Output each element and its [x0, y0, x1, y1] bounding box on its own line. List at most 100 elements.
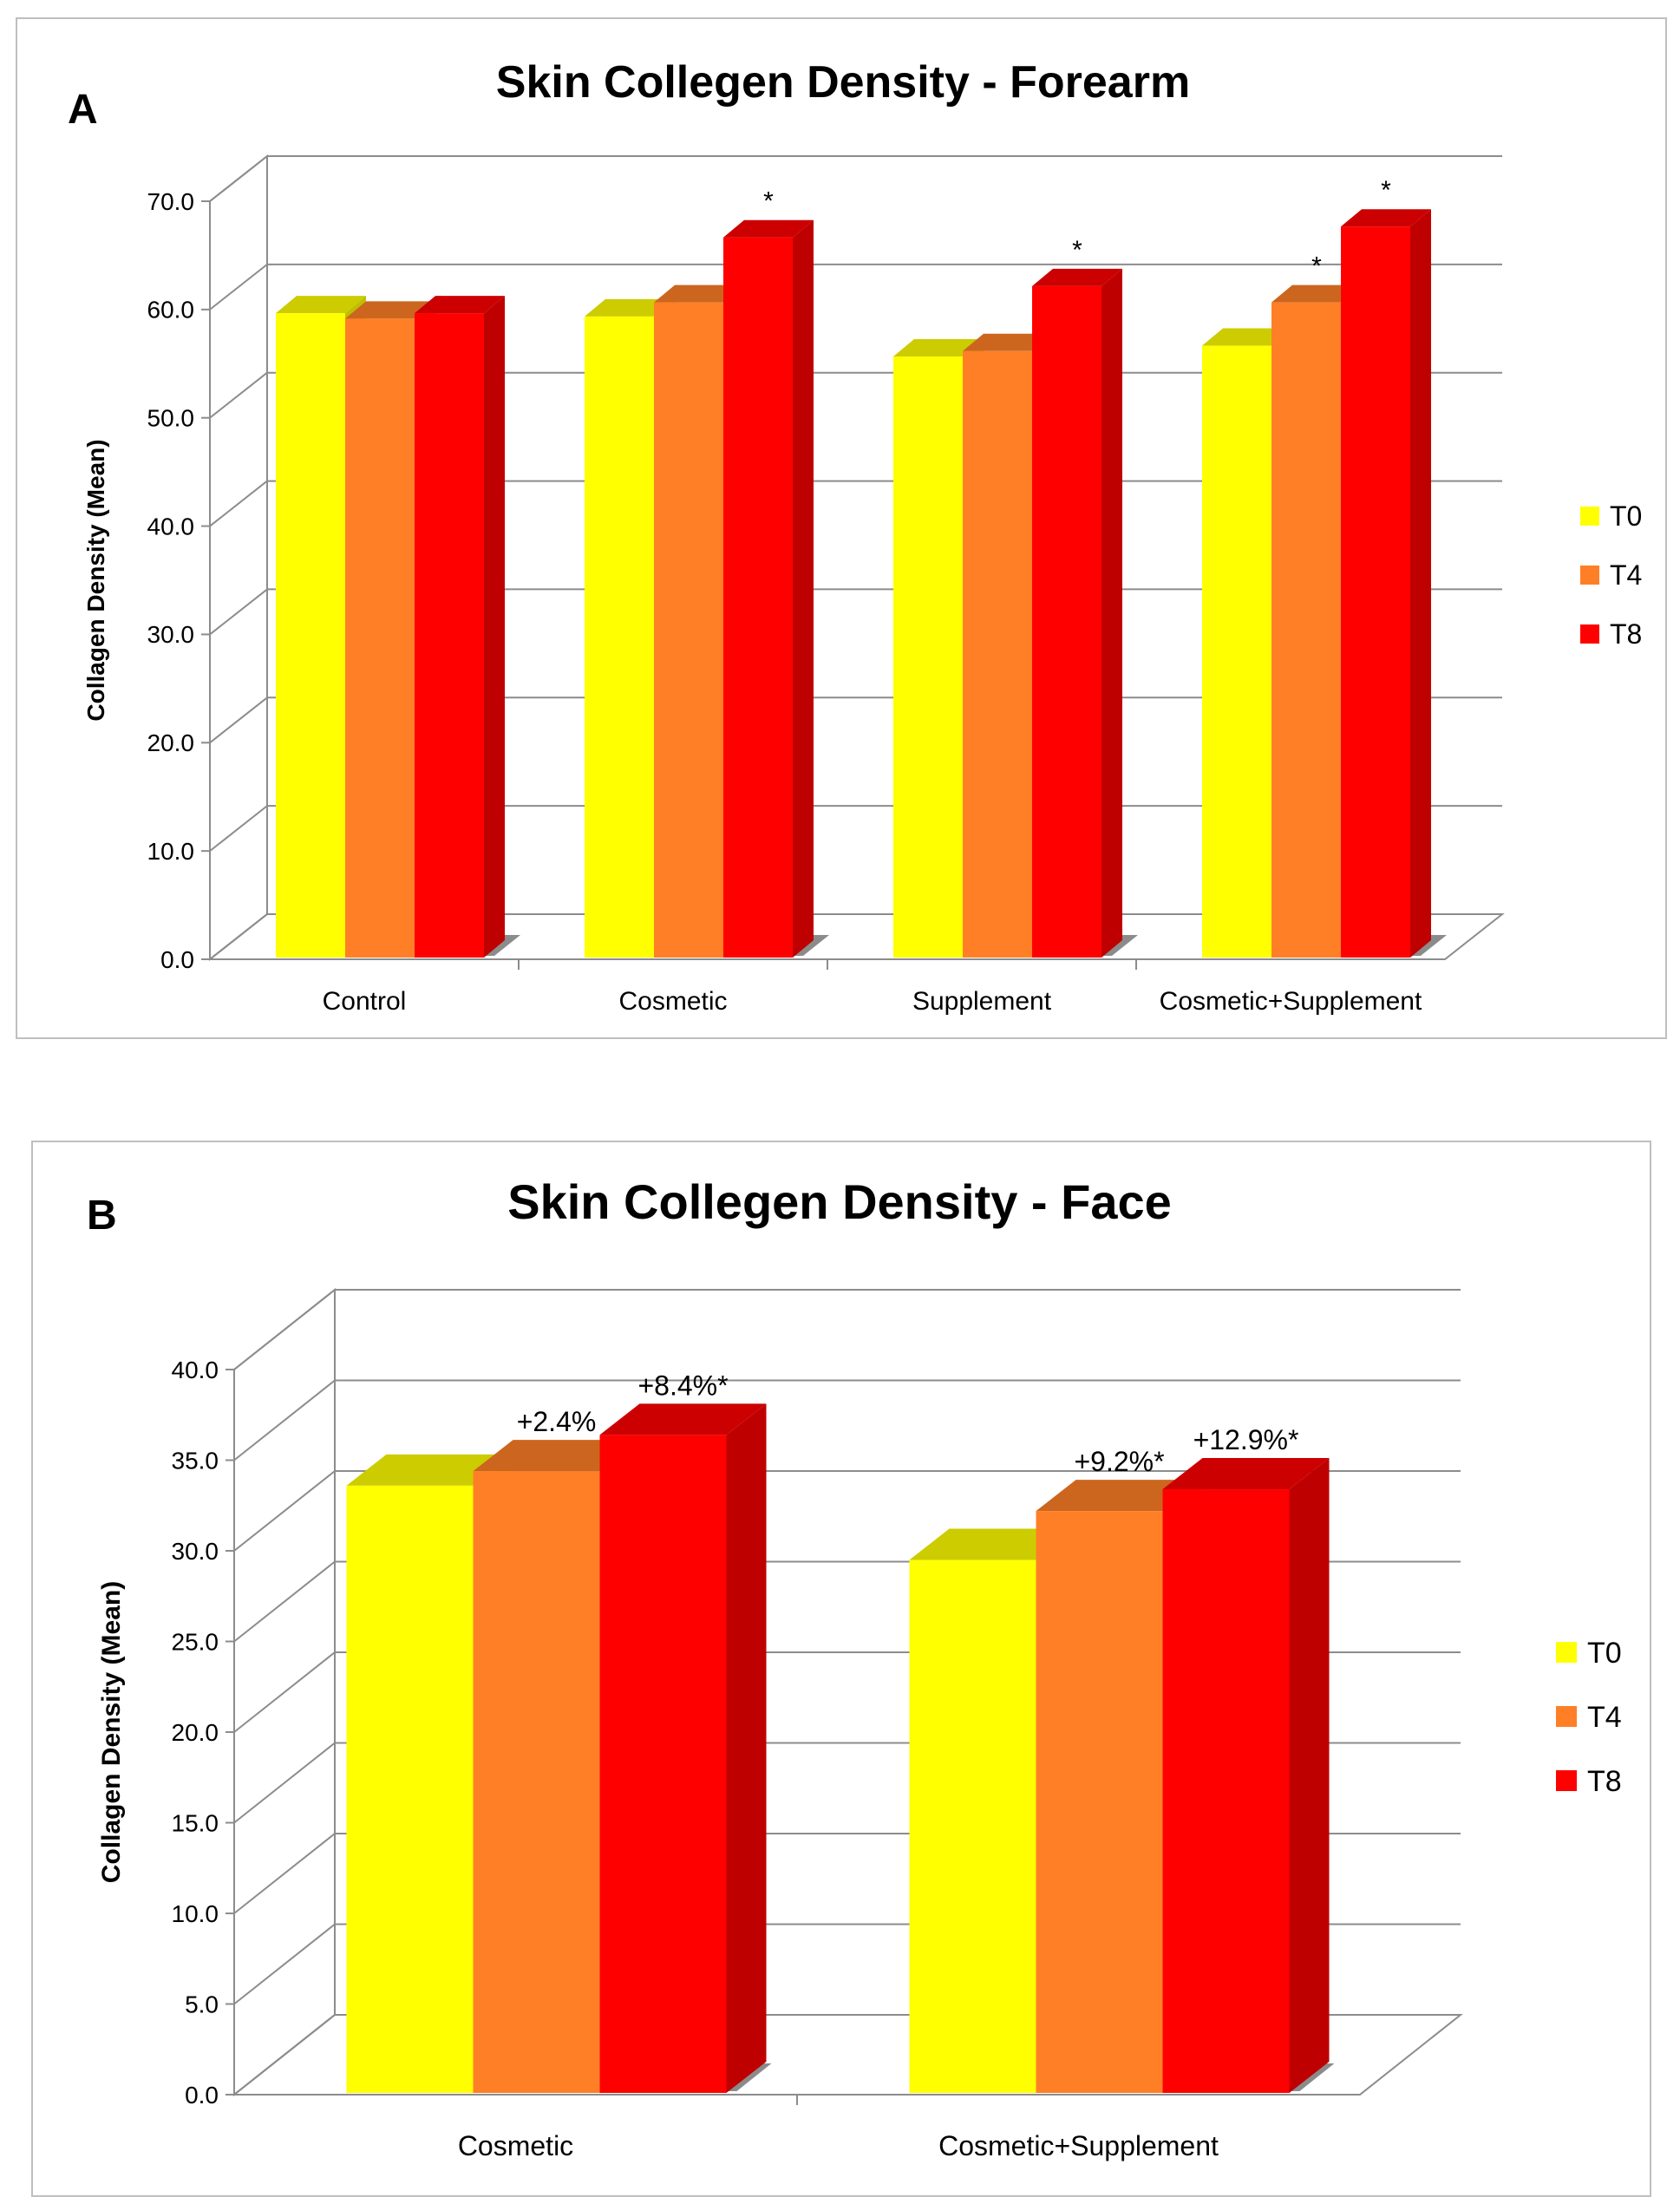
bar-top	[276, 296, 366, 314]
bar	[345, 318, 415, 958]
y-tick-label: 20.0	[172, 1719, 219, 1746]
gridline-diagonal	[233, 1379, 336, 1461]
y-tick-label: 10.0	[172, 1900, 219, 1927]
bar	[473, 1471, 600, 2093]
data-annotation: *	[1072, 236, 1082, 265]
bar	[346, 1485, 474, 2093]
bar-side	[1101, 268, 1122, 958]
bar	[276, 313, 345, 958]
y-tick-label: 25.0	[172, 1628, 219, 1655]
data-annotation: *	[763, 187, 774, 216]
legend-label: T0	[1610, 500, 1642, 532]
bar	[1036, 1511, 1163, 2093]
legend-label: T8	[1610, 618, 1642, 650]
data-annotation: +8.4%*	[637, 1370, 728, 1401]
bar	[415, 313, 484, 958]
bar-top	[1271, 284, 1362, 303]
bar-side	[1410, 209, 1431, 958]
legend-label: T4	[1587, 1701, 1622, 1734]
bar	[585, 316, 654, 958]
gridline-diagonal	[209, 805, 268, 852]
bar	[1341, 226, 1410, 958]
bar-side	[484, 296, 505, 958]
face-chart: B Skin Collegen Density - Face 0.0 5.0 10.0 1…	[87, 1174, 1622, 2161]
data-annotation: +12.9%*	[1193, 1424, 1299, 1455]
y-tick-label: 35.0	[172, 1447, 219, 1474]
bar	[599, 1435, 727, 2093]
bar-top	[1036, 1480, 1203, 1512]
gridline-diagonal	[233, 1923, 336, 2005]
gridline-diagonal	[233, 1289, 336, 1370]
side-wall	[209, 154, 268, 962]
forearm-chart: A Skin Collegen Density - Forearm 0.0 10.0 2…	[68, 57, 1642, 1016]
gridline-diagonal	[209, 155, 268, 202]
gridline-diagonal	[209, 371, 268, 419]
gridline-diagonal	[233, 1470, 336, 1552]
y-tick-label: 10.0	[147, 838, 195, 865]
bar	[723, 237, 793, 958]
y-tick-label: 40.0	[147, 513, 195, 539]
bar-top	[473, 1440, 640, 1472]
x-category-label: Cosmetic	[458, 2130, 573, 2161]
legend-swatch	[1556, 1642, 1577, 1663]
y-tick-label: 60.0	[147, 297, 195, 324]
chart-panel-b: B Skin Collegen Density - Face 0.0 5.0 10.0 1…	[31, 1141, 1651, 2197]
gridline-diagonal	[233, 1560, 336, 1643]
bar	[654, 302, 723, 958]
bar-top	[599, 1403, 767, 1435]
y-tick-label: 0.0	[160, 946, 194, 973]
legend-swatch	[1580, 624, 1599, 644]
legend-swatch	[1556, 1706, 1577, 1727]
bar-top	[585, 298, 675, 317]
bar-top	[1341, 209, 1431, 227]
bar	[1162, 1489, 1290, 2093]
bar	[963, 350, 1032, 958]
y-axis-label: Collagen Density (Mean)	[82, 439, 109, 721]
bar	[1202, 345, 1271, 958]
gridline-diagonal	[233, 1651, 336, 1733]
bar-top	[723, 219, 814, 238]
legend-swatch	[1580, 566, 1599, 585]
bar	[1271, 302, 1341, 958]
bar	[909, 1559, 1036, 2093]
x-category-label: Cosmetic+Supplement	[938, 2130, 1219, 2161]
legend-swatch	[1556, 1770, 1577, 1791]
x-category-label: Supplement	[912, 987, 1052, 1016]
legend-label: T8	[1587, 1765, 1622, 1798]
gridline-diagonal	[209, 588, 268, 636]
bar-top	[893, 339, 984, 357]
bar-top	[1032, 268, 1122, 286]
data-annotation: +2.4%	[517, 1406, 597, 1437]
y-tick-label: 40.0	[172, 1357, 219, 1383]
bar-side	[726, 1403, 767, 2093]
bar	[1032, 285, 1101, 958]
legend-label: T0	[1587, 1637, 1622, 1670]
y-axis-label: Collagen Density (Mean)	[97, 1581, 126, 1883]
bar	[893, 356, 963, 958]
y-tick-label: 50.0	[147, 405, 195, 432]
bar-top	[1202, 328, 1292, 346]
gridline-diagonal	[209, 480, 268, 527]
bar-top	[415, 296, 505, 314]
panel-label: A	[68, 87, 98, 133]
y-tick-label: 15.0	[172, 1809, 219, 1836]
x-category-label: Control	[323, 987, 407, 1016]
data-annotation: +9.2%*	[1074, 1446, 1164, 1477]
x-category-label: Cosmetic+Supplement	[1160, 987, 1422, 1016]
gridline-diagonal	[233, 2014, 336, 2096]
bar-top	[345, 301, 435, 319]
y-tick-label: 0.0	[185, 2082, 219, 2109]
chart-panel-a: A Skin Collegen Density - Forearm 0.0 10.0 2…	[16, 17, 1667, 1039]
chart-title: Skin Collegen Density - Forearm	[496, 57, 1190, 108]
bar-top	[346, 1454, 513, 1486]
gridline-diagonal	[209, 913, 268, 960]
gridline-diagonal	[233, 1742, 336, 1824]
x-category-label: Cosmetic	[618, 987, 727, 1016]
bar-side	[793, 219, 814, 958]
y-tick-label: 20.0	[147, 729, 195, 756]
y-tick-label: 30.0	[172, 1538, 219, 1565]
gridline-diagonal	[209, 264, 268, 311]
bar-side	[1289, 1458, 1330, 2093]
gridline-diagonal	[209, 696, 268, 744]
y-tick-label: 70.0	[147, 188, 195, 215]
